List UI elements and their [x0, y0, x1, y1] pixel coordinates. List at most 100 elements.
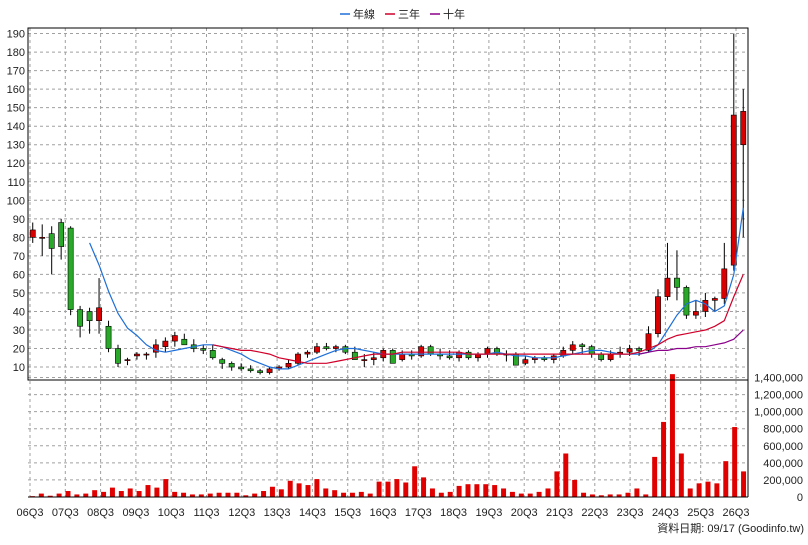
volume-bar: [118, 491, 124, 497]
candle-body: [626, 348, 633, 353]
volume-bar: [261, 491, 267, 497]
price-tick-label: 20: [13, 344, 25, 356]
volume-bar: [563, 453, 569, 497]
volume-bar: [145, 485, 151, 497]
volume-bar: [634, 488, 640, 497]
volume-bar: [696, 483, 702, 497]
volume-bar: [278, 489, 284, 497]
candle-body: [219, 359, 226, 364]
candle-body: [162, 340, 169, 347]
x-tick-label: 20Q3: [511, 507, 538, 519]
x-tick-label: 21Q3: [546, 507, 573, 519]
candle-body: [370, 357, 377, 360]
volume-tick-label: 0: [797, 492, 803, 504]
candle-body: [427, 346, 434, 355]
volume-bar: [216, 492, 222, 497]
volume-tick-label: 1,000,000: [754, 407, 803, 419]
candle-body: [598, 353, 605, 360]
candle-body: [361, 359, 368, 361]
candle-body: [86, 311, 93, 322]
candle-body: [351, 351, 358, 360]
candle-body: [446, 355, 453, 359]
volume-bar: [65, 491, 71, 497]
volume-bar: [732, 427, 738, 497]
volume-bar: [492, 485, 498, 497]
volume-series: [29, 374, 747, 497]
volume-bar: [438, 492, 444, 497]
x-tick-label: 24Q3: [652, 507, 679, 519]
x-tick-label: 14Q3: [299, 507, 326, 519]
volume-bar: [252, 493, 258, 497]
volume-bar: [296, 483, 302, 497]
candle-body: [105, 325, 112, 349]
volume-bar: [447, 491, 453, 497]
candle-body: [323, 346, 330, 349]
candle-body: [266, 368, 273, 373]
volume-bar: [625, 492, 631, 497]
candle-body: [711, 298, 718, 301]
candle-body: [181, 338, 188, 346]
axes: 10 20 30 40 50 60 70 80 90 100 110 120 130 140 150 160 1…: [7, 27, 803, 519]
volume-bar: [394, 479, 400, 497]
candle-body: [418, 346, 425, 357]
x-tick-label: 22Q3: [581, 507, 608, 519]
candle-body: [692, 311, 699, 316]
volume-bar: [136, 491, 142, 497]
volume-bar: [723, 461, 729, 497]
volume-bar: [181, 492, 187, 497]
x-tick-label: 26Q3: [723, 507, 750, 519]
volume-bar: [376, 481, 382, 497]
candle-body: [569, 344, 576, 351]
candle-body: [655, 296, 661, 334]
volume-bar: [385, 481, 391, 497]
volume-tick-label: 600,000: [763, 441, 803, 453]
volume-bar: [705, 481, 711, 497]
volume-bar: [509, 491, 515, 497]
volume-bar: [669, 374, 675, 497]
volume-bar: [714, 483, 720, 497]
volume-bar: [607, 494, 613, 497]
x-tick-label: 09Q3: [122, 507, 149, 519]
price-tick-label: 180: [7, 47, 25, 59]
price-tick-label: 90: [13, 214, 25, 226]
price-tick-label: 190: [7, 29, 25, 41]
candle-body: [48, 233, 55, 249]
candle-body: [247, 368, 254, 372]
volume-bar: [198, 494, 204, 497]
volume-bar: [456, 485, 462, 497]
candle-body: [465, 351, 472, 359]
x-tick-label: 17Q3: [405, 507, 432, 519]
price-panel-grid: [28, 28, 748, 497]
candle-body: [58, 222, 65, 247]
volume-bar: [314, 479, 320, 497]
volume-tick-label: 1,400,000: [754, 373, 803, 385]
volume-tick-label: 1,200,000: [754, 390, 803, 402]
volume-bar: [678, 453, 684, 497]
volume-bar: [154, 487, 160, 497]
volume-bar: [109, 487, 115, 497]
candle-body: [645, 333, 652, 351]
volume-bar: [589, 494, 595, 497]
volume-bar: [243, 495, 249, 497]
x-tick-label: 07Q3: [52, 507, 79, 519]
candle-body: [257, 370, 264, 373]
volume-bar: [643, 494, 649, 497]
candle-body: [295, 353, 301, 364]
price-tick-label: 170: [7, 66, 25, 78]
x-tick-label: 23Q3: [617, 507, 644, 519]
candle-body: [77, 309, 84, 327]
volume-bar: [501, 488, 507, 497]
volume-bar: [83, 493, 89, 497]
candle-body: [124, 359, 131, 361]
volume-bar: [349, 492, 355, 497]
volume-bar: [234, 492, 240, 497]
volume-bar: [269, 486, 275, 497]
volume-bar: [518, 493, 524, 497]
price-tick-label: 10: [13, 362, 25, 374]
candle-body: [200, 348, 207, 351]
candle-body: [209, 350, 216, 359]
candle-body: [399, 353, 406, 360]
legend: 年線 三年 十年: [340, 7, 465, 21]
candle-body: [674, 277, 680, 288]
